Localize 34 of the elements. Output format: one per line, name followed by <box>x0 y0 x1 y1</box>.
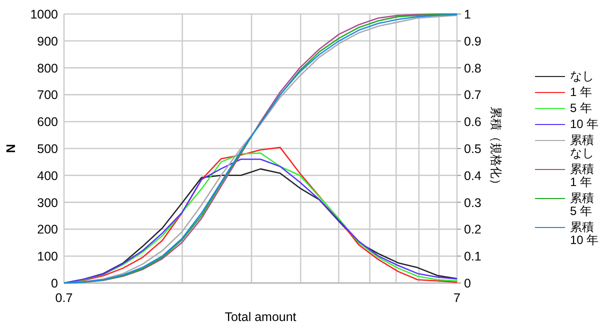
legend-label: 1 年 <box>570 85 594 99</box>
y-tick-label: 200 <box>37 222 58 237</box>
y2-tick-label: 0 <box>464 276 471 290</box>
y-tick-label: 100 <box>37 250 58 264</box>
y2-tick-label: 0.5 <box>464 142 482 156</box>
y-tick-label: 400 <box>37 168 58 183</box>
legend-label: 累積1 年 <box>570 162 595 189</box>
y2-tick-label: 0.4 <box>464 168 482 183</box>
y-tick-label: 700 <box>37 88 58 102</box>
x-axis-title: Total amount <box>224 310 297 324</box>
y-tick-label: 500 <box>37 142 58 156</box>
legend-label: 10 年 <box>570 117 600 131</box>
y-tick-label: 800 <box>37 61 58 76</box>
y2-tick-label: 0.8 <box>464 61 482 76</box>
y-tick-label: 1000 <box>30 8 58 22</box>
y2-axis-title: 累積（規格化） <box>489 106 503 190</box>
legend-label: 累積5 年 <box>570 191 595 218</box>
y2-tick-label: 1 <box>464 8 471 22</box>
legend-label: なし <box>570 69 595 83</box>
y-tick-label: 300 <box>37 196 58 210</box>
y2-tick-label: 0.6 <box>464 115 482 130</box>
y2-tick-label: 0.3 <box>464 196 482 210</box>
y-tick-label: 0 <box>51 276 58 290</box>
legend-label: 累積なし <box>570 133 595 160</box>
y-tick-label: 900 <box>37 34 58 48</box>
y2-tick-label: 0.1 <box>464 250 482 264</box>
y2-tick-label: 0.7 <box>464 88 482 102</box>
y-tick-label: 600 <box>37 115 58 130</box>
y2-tick-label: 0.9 <box>464 34 482 48</box>
y-axis-title: N <box>4 144 18 154</box>
x-tick-label: 7 <box>454 291 461 305</box>
y2-tick-label: 0.2 <box>464 222 482 237</box>
legend-label: 5 年 <box>570 101 594 115</box>
legend-label: 累積10 年 <box>570 220 600 247</box>
